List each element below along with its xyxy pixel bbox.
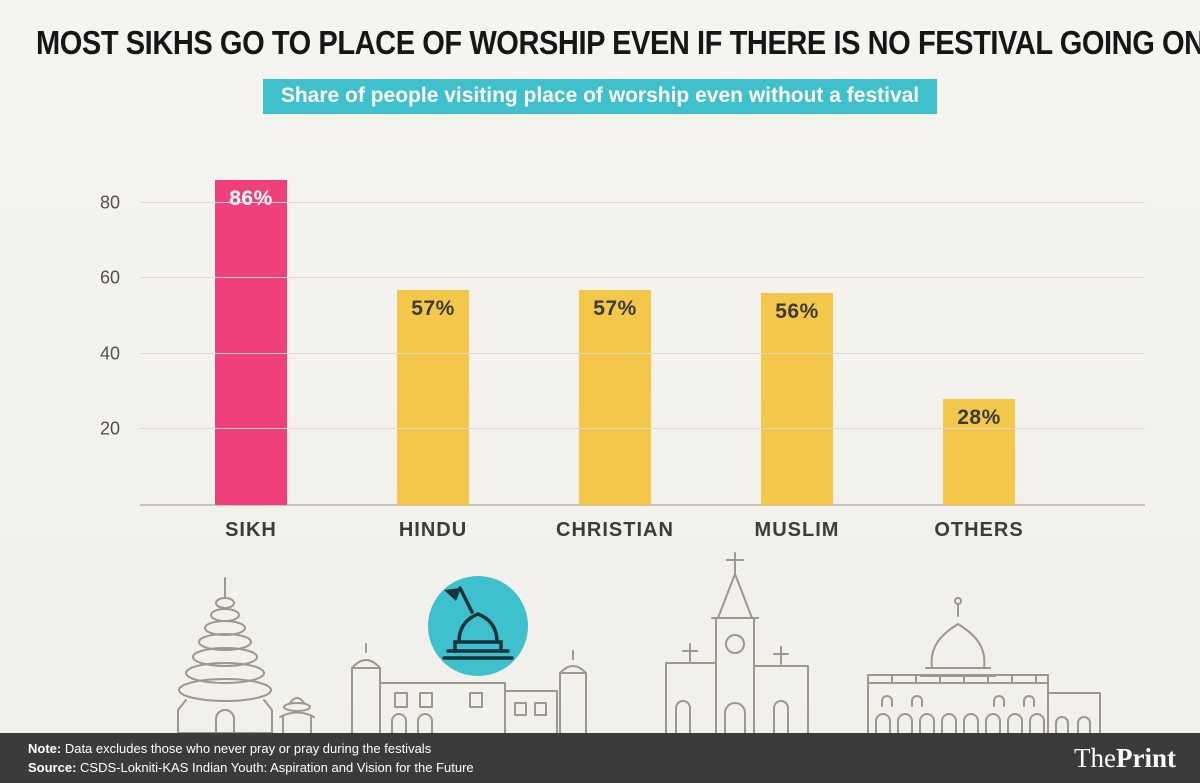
temple-icon (177, 577, 315, 734)
bar-value-label: 57% (593, 296, 637, 320)
bar-value-label: 28% (957, 406, 1001, 430)
source-text: CSDS-Lokniti-KAS Indian Youth: Aspiratio… (76, 760, 474, 775)
bar-hindu: 57% (397, 289, 469, 505)
gridline (140, 201, 1145, 203)
subtitle-banner-wrap: Share of people visiting place of worshi… (0, 79, 1200, 114)
bar-column: 56% MUSLIM (706, 165, 888, 541)
source-label: Source: (28, 760, 77, 775)
category-label: SIKH (225, 519, 277, 541)
skyline-illustration (177, 552, 1101, 734)
gurdwara-icon (428, 576, 528, 676)
bars: 86% SIKH 57% HINDU 57% CHRISTIAN 56% MUSLIM 28% O… (160, 165, 1070, 541)
mosque-icon (867, 597, 1101, 734)
y-axis-tick-label: 40 (99, 343, 120, 364)
church-icon (665, 552, 809, 734)
bar-value-label: 86% (229, 187, 273, 211)
y-axis-tick-label: 80 (99, 192, 120, 213)
logo-print: Print (1116, 742, 1176, 773)
gridline (140, 428, 1145, 430)
subtitle-banner: Share of people visiting place of worshi… (262, 79, 938, 114)
logo-the: The (1074, 742, 1116, 773)
footer: Note: Data excludes those who never pray… (0, 733, 1200, 783)
bar-column: 57% CHRISTIAN (524, 165, 706, 541)
bar-column: 57% HINDU (342, 165, 524, 541)
note-label: Note: (28, 740, 62, 756)
category-label: OTHERS (934, 519, 1024, 541)
category-label: MUSLIM (754, 519, 840, 541)
note-text: Data excludes those who never pray or pr… (61, 740, 432, 756)
source-line: Source: CSDS-Lokniti-KAS Indian Youth: A… (28, 758, 474, 778)
category-label: HINDU (398, 519, 468, 541)
bar-muslim: 56% (761, 293, 833, 505)
bar-chart-plot: 86% SIKH 57% HINDU 57% CHRISTIAN 56% MUSLIM 28% O… (100, 165, 1145, 541)
x-axis-line (140, 504, 1145, 506)
page-title: MOST SIKHS GO TO PLACE OF WORSHIP EVEN I… (36, 24, 1200, 61)
bar-column: 28% OTHERS (888, 165, 1070, 541)
gridline (140, 352, 1145, 354)
y-axis-tick-label: 60 (99, 267, 120, 288)
bar-column: 86% SIKH (160, 165, 342, 541)
gridline (140, 277, 1145, 279)
gurdwara-complex-icon (351, 643, 587, 734)
bar-value-label: 56% (775, 300, 819, 324)
bar-christian: 57% (579, 289, 651, 505)
note-line: Note: Data excludes those who never pray… (28, 739, 474, 759)
bar-sikh: 86% (215, 180, 287, 505)
footer-notes: Note: Data excludes those who never pray… (28, 739, 474, 778)
y-axis-tick-label: 20 (99, 418, 120, 439)
theprint-logo: ThePrint (1074, 743, 1176, 774)
bar-others: 28% (943, 399, 1015, 505)
bar-value-label: 57% (411, 296, 455, 320)
category-label: CHRISTIAN (556, 519, 674, 541)
